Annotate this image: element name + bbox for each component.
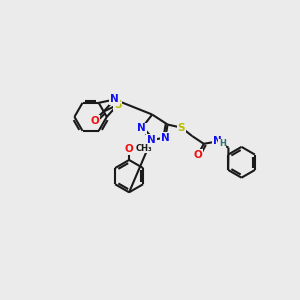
Text: N: N	[212, 136, 221, 146]
Text: N: N	[110, 94, 119, 104]
Text: S: S	[178, 123, 185, 133]
Text: CH₃: CH₃	[136, 144, 153, 153]
Text: H: H	[219, 139, 226, 148]
Text: S: S	[114, 100, 121, 110]
Text: N: N	[161, 133, 170, 142]
Text: O: O	[91, 116, 99, 126]
Text: N: N	[147, 135, 156, 145]
Text: O: O	[125, 144, 134, 154]
Text: O: O	[193, 150, 202, 160]
Text: N: N	[137, 123, 146, 134]
